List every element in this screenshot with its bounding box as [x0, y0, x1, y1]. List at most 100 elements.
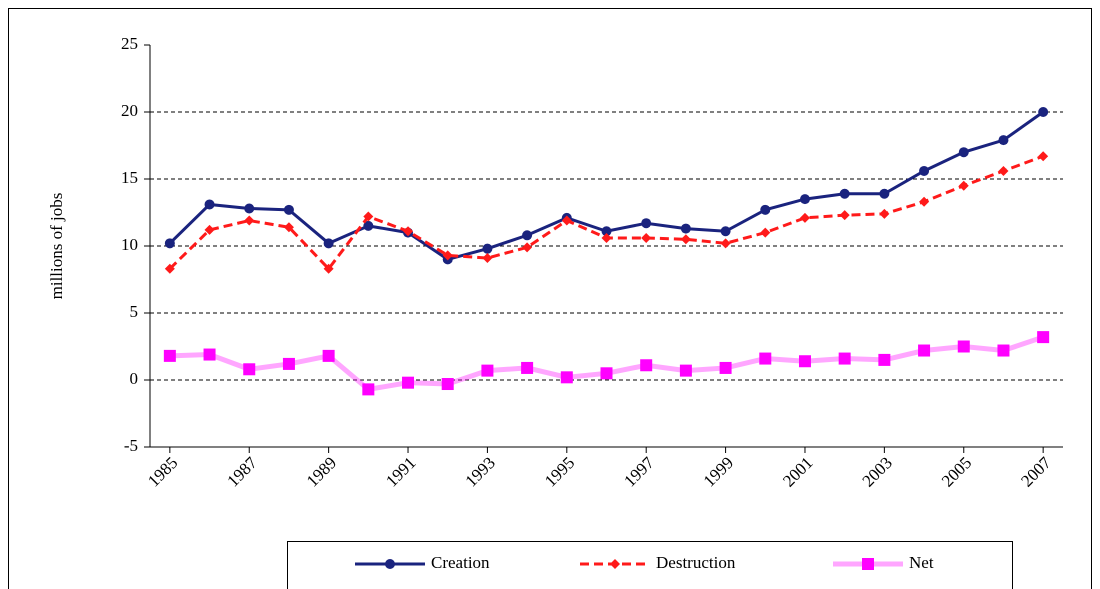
point [760, 204, 771, 215]
point [839, 188, 850, 199]
point [878, 353, 891, 366]
point [839, 210, 850, 221]
point [919, 196, 930, 207]
point [362, 383, 375, 396]
point [283, 222, 294, 233]
point [719, 361, 732, 374]
point [203, 348, 216, 361]
point [601, 226, 612, 237]
y-axis-label: millions of jobs [47, 193, 66, 300]
point [997, 344, 1010, 357]
point [441, 378, 454, 391]
point [363, 211, 374, 222]
legend-marker [610, 559, 620, 569]
y-tick-label: 15 [121, 168, 138, 187]
point [998, 165, 1009, 176]
x-tick-label: 2005 [938, 453, 975, 490]
point [560, 371, 573, 384]
point [323, 263, 334, 274]
point [720, 226, 731, 237]
point [481, 364, 494, 377]
legend-marker [862, 558, 874, 570]
x-tick-label: 1985 [144, 453, 181, 490]
legend-label: Net [909, 553, 934, 572]
x-tick-label: 1997 [620, 453, 658, 491]
y-tick-label: 0 [130, 369, 139, 388]
point [720, 238, 731, 249]
point [522, 242, 533, 253]
y-tick-label: 20 [121, 101, 138, 120]
x-tick-label: 1987 [223, 453, 261, 491]
x-tick-label: 1989 [303, 453, 340, 490]
x-tick-label: 2001 [779, 453, 816, 490]
series [163, 331, 1050, 396]
point [482, 253, 493, 264]
point [204, 224, 215, 235]
y-tick-label: 5 [130, 302, 139, 321]
point [998, 135, 1009, 146]
series [164, 107, 1049, 265]
point [522, 230, 533, 241]
point [799, 194, 810, 205]
point [600, 367, 613, 380]
y-tick-label: -5 [124, 436, 138, 455]
point [680, 223, 691, 234]
legend-label: Creation [431, 553, 490, 572]
point [799, 212, 810, 223]
point [838, 352, 851, 365]
point [679, 364, 692, 377]
point [1038, 107, 1049, 117]
point [322, 349, 335, 362]
y-tick-label: 25 [121, 34, 138, 53]
point [879, 188, 890, 199]
point [403, 226, 414, 237]
point [601, 232, 612, 243]
point [163, 349, 176, 362]
series-line [168, 154, 1044, 272]
point [521, 361, 534, 374]
x-tick-label: 2007 [1017, 453, 1055, 491]
point [204, 199, 215, 210]
point [402, 376, 415, 389]
point [957, 340, 970, 353]
point [283, 204, 294, 215]
point [164, 238, 175, 249]
point [798, 355, 811, 368]
point [482, 243, 493, 254]
x-tick-label: 1995 [541, 453, 578, 490]
y-tick-label: 10 [121, 235, 138, 254]
series [164, 151, 1049, 274]
point [164, 263, 175, 274]
point [958, 147, 969, 158]
point [958, 180, 969, 191]
point [641, 218, 652, 229]
point [244, 203, 255, 214]
point [282, 357, 295, 370]
point [442, 250, 453, 261]
x-tick-label: 1999 [700, 453, 737, 490]
point [363, 220, 374, 231]
legend-marker [385, 559, 395, 569]
x-tick-label: 1991 [382, 453, 419, 490]
point [919, 165, 930, 176]
point [680, 234, 691, 245]
point [1037, 331, 1050, 344]
point [759, 352, 772, 365]
chart-border [8, 8, 1092, 589]
legend: Creation Destruction Net [287, 541, 1013, 589]
x-tick-label: 2003 [858, 453, 895, 490]
point [561, 215, 572, 226]
point [244, 215, 255, 226]
point [1038, 151, 1049, 162]
point [323, 238, 334, 249]
series-line [169, 334, 1044, 393]
legend-label: Destruction [656, 553, 736, 572]
point [243, 363, 256, 376]
point [641, 232, 652, 243]
x-tick-label: 1993 [462, 453, 499, 490]
point [918, 344, 931, 357]
point [879, 208, 890, 219]
point [760, 227, 771, 238]
